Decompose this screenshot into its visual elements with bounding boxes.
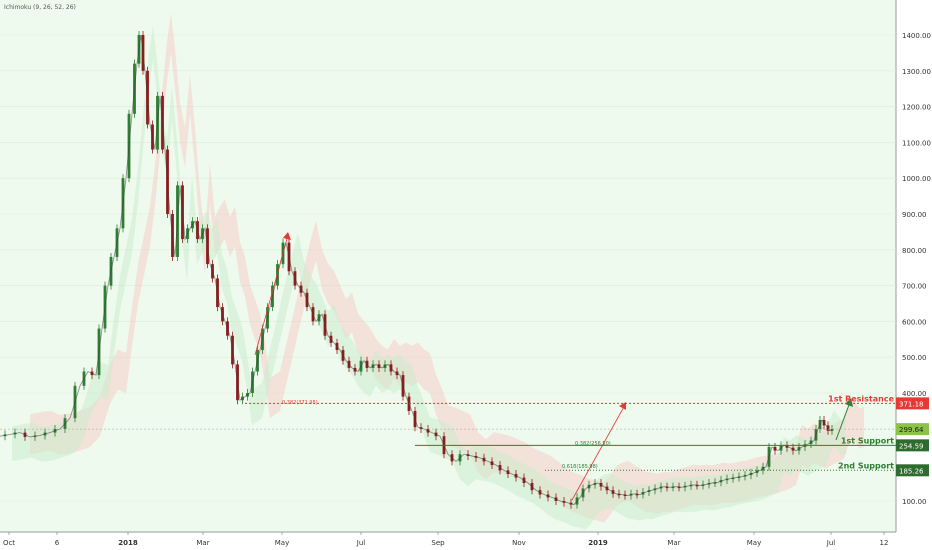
- y-tick-label: 1000.00: [902, 175, 931, 183]
- current-price-badge: [896, 423, 929, 436]
- x-tick-label: Mar: [667, 539, 680, 547]
- x-tick-label: 2019: [588, 539, 608, 547]
- y-tick-label: 1300.00: [902, 68, 931, 76]
- arrow-head-icon: [845, 398, 853, 407]
- projection-arrow: [571, 404, 626, 501]
- x-tick-label: 6: [55, 539, 60, 547]
- x-tick-label: Sep: [431, 539, 445, 547]
- level-price-label: 254.59: [899, 442, 924, 450]
- level-price-badge: [896, 397, 929, 410]
- arrow-head-icon: [283, 232, 291, 240]
- x-tick-label: Jul: [826, 539, 836, 547]
- level-price-label: 371.18: [899, 400, 924, 408]
- y-tick-label: 800.00: [902, 247, 927, 255]
- x-tick-label: Mar: [196, 539, 209, 547]
- x-tick-label: Nov: [512, 539, 526, 547]
- fib-label: 0.618(185.98): [562, 464, 598, 470]
- y-tick-label: 500.00: [902, 354, 927, 362]
- fib-label: 0.382(256.50): [575, 441, 611, 447]
- y-tick-label: 1100.00: [902, 139, 931, 147]
- level-title: 2nd Support: [838, 461, 894, 470]
- price-axis-background: [896, 0, 932, 550]
- x-tick-label: Oct: [3, 539, 15, 547]
- level-price-badge: [896, 439, 929, 452]
- level-price-badge: [896, 464, 929, 477]
- x-tick-label: 2018: [118, 539, 138, 547]
- y-tick-label: 1200.00: [902, 104, 931, 112]
- level-price-label: 185.26: [899, 467, 924, 475]
- x-tick-label: May: [275, 539, 289, 547]
- indicator-label: Ichimoku (9, 26, 52, 26): [4, 4, 76, 11]
- current-price-label: 299.64: [899, 426, 924, 434]
- level-title: 1st Resistance: [828, 394, 894, 403]
- y-tick-label: 1400.00: [902, 32, 931, 40]
- y-tick-label: 400.00: [902, 390, 927, 398]
- y-tick-label: 600.00: [902, 318, 927, 326]
- ichimoku-cloud-bullish: [12, 25, 846, 530]
- x-tick-label: Jul: [356, 539, 366, 547]
- projection-arrow: [254, 234, 289, 356]
- y-tick-label: 700.00: [902, 283, 927, 291]
- y-tick-label: 100.00: [902, 498, 927, 506]
- arrow-head-icon: [619, 402, 626, 410]
- target-arrow: [835, 401, 851, 441]
- level-title: 1st Support: [841, 436, 894, 445]
- y-tick-label: 900.00: [902, 211, 927, 219]
- time-axis-background: [0, 532, 896, 550]
- fib-label: 0.382(371.95): [282, 400, 318, 406]
- price-line: [0, 34, 835, 506]
- x-tick-label: May: [747, 539, 761, 547]
- x-tick-label: 12: [880, 539, 889, 547]
